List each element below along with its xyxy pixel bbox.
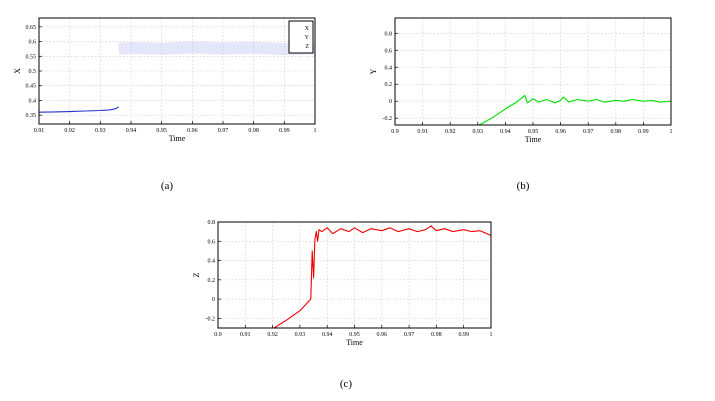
x-tick-label: 0.97 <box>404 332 415 338</box>
y-axis-label: X <box>13 68 22 74</box>
x-tick-label: 0.95 <box>528 129 539 135</box>
x-tick-label: 0.91 <box>417 129 428 135</box>
panel-caption: (b) <box>517 180 530 192</box>
chart-panel-3: 0.9 0.91 0.92 0.93 0.94 0.95 0.96 0.97 0.98 0.99 1… <box>192 220 493 390</box>
y-tick-label: 0.65 <box>26 25 37 31</box>
y-tick-label: -0.2 <box>206 316 216 322</box>
y-tick-label: 0 <box>212 297 215 303</box>
x-tick-label: 0.94 <box>500 129 511 135</box>
y-axis-label: Y <box>369 68 378 74</box>
x-tick-label: 0.99 <box>458 332 469 338</box>
x-tick-label: 0.95 <box>349 332 360 338</box>
y-tick-label: 0.8 <box>208 220 216 226</box>
y-tick-label: 0.2 <box>385 82 393 88</box>
x-tick-label: 0.98 <box>248 128 259 134</box>
series-line-x <box>39 106 119 113</box>
x-tick-label: 0.98 <box>611 129 622 135</box>
legend: XYZ <box>288 20 314 54</box>
y-tick-label: 0.35 <box>26 113 37 119</box>
x-tick-label: 0.93 <box>473 129 484 135</box>
x-tick-label: 0.97 <box>218 128 229 134</box>
x-tick-label: 0.93 <box>295 332 306 338</box>
y-tick-label: 0.4 <box>29 98 37 104</box>
legend-entry: Z <box>305 44 309 50</box>
x-tick-label: 1 <box>490 332 493 338</box>
x-tick-label: 0.94 <box>322 332 333 338</box>
x-tick-label: 0.92 <box>267 332 278 338</box>
legend-entry: X <box>305 26 310 32</box>
legend-box <box>288 20 314 54</box>
chart-panel-2: 0.9 0.91 0.92 0.93 0.94 0.95 0.96 0.97 0.98 0.99 1… <box>369 17 673 192</box>
series-line-z <box>273 225 491 328</box>
x-tick-label: 0.96 <box>555 129 566 135</box>
y-tick-label: -0.2 <box>383 116 393 122</box>
series-line-faint-band <box>118 41 315 56</box>
y-axis-label: Z <box>192 272 201 277</box>
x-tick-label: 0.98 <box>431 332 442 338</box>
x-tick-label: 0.92 <box>445 129 456 135</box>
x-tick-label: 0.9 <box>391 129 399 135</box>
panel-caption: (a) <box>161 180 174 192</box>
x-tick-label: 0.92 <box>64 128 75 134</box>
y-tick-label: 0.2 <box>208 278 216 284</box>
y-tick-label: 0.6 <box>385 48 393 54</box>
y-tick-label: 0.5 <box>29 69 37 75</box>
x-tick-label: 0.96 <box>187 128 198 134</box>
x-axis-label: Time <box>525 135 542 144</box>
y-tick-label: 0.8 <box>385 31 393 37</box>
y-tick-label: 0.6 <box>208 239 216 245</box>
series-line-y <box>478 94 671 125</box>
panel-caption: (c) <box>340 378 353 390</box>
x-tick-label: 0.91 <box>34 128 45 134</box>
chart-panel-1: 0.91 0.92 0.93 0.94 0.95 0.96 0.97 0.98 0.99 1 0.3… <box>13 17 317 192</box>
legend-entry: Y <box>305 35 310 41</box>
x-tick-label: 0.95 <box>156 128 167 134</box>
x-tick-label: 0.97 <box>583 129 594 135</box>
x-tick-label: 1 <box>314 128 317 134</box>
x-tick-label: 1 <box>670 129 673 135</box>
x-tick-label: 0.9 <box>214 332 222 338</box>
x-axis-label: Time <box>346 338 363 347</box>
y-tick-label: 0.6 <box>29 40 37 46</box>
y-tick-label: 0.45 <box>26 84 37 90</box>
x-axis-label: Time <box>169 134 186 143</box>
x-tick-label: 0.91 <box>240 332 251 338</box>
x-tick-label: 0.93 <box>95 128 106 134</box>
y-tick-label: 0.55 <box>26 54 37 60</box>
x-tick-label: 0.99 <box>279 128 290 134</box>
x-tick-label: 0.96 <box>377 332 388 338</box>
y-tick-label: 0 <box>389 99 392 105</box>
x-tick-label: 0.94 <box>126 128 137 134</box>
y-tick-label: 0.4 <box>208 259 216 265</box>
x-tick-label: 0.99 <box>638 129 649 135</box>
y-tick-label: 0.4 <box>385 65 393 71</box>
